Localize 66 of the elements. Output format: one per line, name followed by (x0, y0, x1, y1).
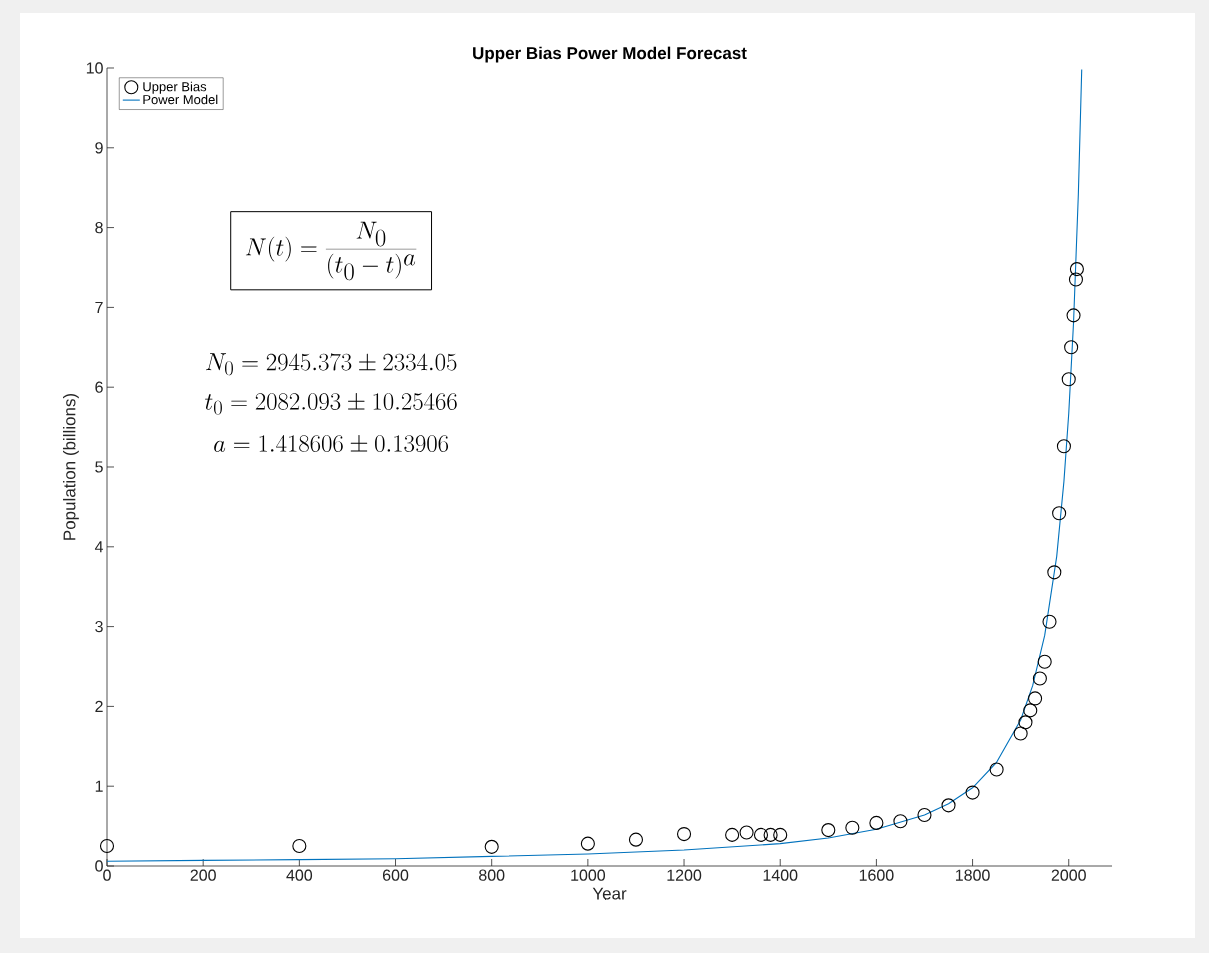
chart-title: Upper Bias Power Model Forecast (473, 46, 747, 63)
annotation: $N_0 = 2945.373 \pm 2334.05$ (205, 353, 457, 376)
x-tick-label: 2000 (1051, 869, 1086, 881)
x-tick-label: 1800 (955, 869, 990, 881)
point (1042, 614, 1057, 629)
point (917, 807, 932, 822)
x-tick-label: 400 (286, 869, 313, 881)
point (1047, 565, 1062, 580)
legend-label: Upper Bias (143, 81, 207, 94)
point (1069, 262, 1084, 277)
point (1023, 703, 1038, 718)
y-tick-label: 7 (95, 301, 103, 313)
point (1013, 726, 1028, 741)
x-axis-title: Year (592, 887, 627, 900)
point (676, 827, 692, 842)
point (965, 785, 980, 800)
y-tick-label: 6 (95, 381, 103, 393)
point (869, 815, 884, 830)
point (484, 839, 499, 854)
point (580, 836, 595, 851)
x-tick-label: 1600 (859, 869, 894, 881)
line-series (107, 69, 1083, 862)
point (821, 823, 836, 838)
point (893, 814, 908, 829)
y-tick-label: 4 (94, 541, 104, 553)
point (753, 827, 769, 842)
point (1068, 272, 1083, 287)
point (1064, 340, 1079, 355)
point (989, 762, 1004, 777)
point (1052, 506, 1067, 521)
annotation: $a = 1.418606 \pm 0.13906$ (214, 435, 449, 452)
point (763, 827, 778, 842)
y-tick-label: 10 (86, 62, 103, 74)
point (739, 825, 754, 840)
point (292, 839, 307, 854)
point (1061, 372, 1076, 387)
x-tick-label: 1200 (667, 869, 702, 881)
x-tick-label: 800 (479, 869, 505, 881)
annotation: $t_0 = 2082.093 \pm 10.25466$ (205, 392, 457, 415)
point (1056, 439, 1071, 454)
y-tick-label: 9 (95, 142, 103, 154)
y-axis-title: Population (billions) (63, 393, 79, 540)
point (1066, 308, 1081, 323)
y-tick-label: 3 (95, 620, 103, 633)
point (99, 839, 115, 854)
y-tick-label: 5 (95, 461, 103, 473)
y-tick-label: 0 (95, 860, 103, 872)
point (773, 827, 788, 842)
legend-label: Power Model (143, 94, 218, 105)
point (1032, 671, 1047, 686)
x-tick-label: 0 (103, 869, 111, 881)
point (628, 832, 644, 847)
x-tick-label: 1400 (763, 869, 798, 881)
x-tick-label: 200 (190, 869, 216, 881)
annotation: $N(t) = \frac{N_0}{(t_0 - t)^a}$ (245, 221, 417, 281)
y-tick-label: 1 (95, 780, 103, 792)
point (845, 820, 860, 835)
y-tick-label: 2 (95, 700, 103, 712)
point (725, 827, 740, 842)
y-tick-label: 8 (95, 221, 103, 234)
x-tick-label: 1000 (571, 869, 606, 881)
x-tick-label: 600 (382, 869, 409, 881)
point (1018, 715, 1033, 730)
point (941, 798, 956, 813)
point (1037, 654, 1052, 669)
point (1028, 691, 1043, 706)
